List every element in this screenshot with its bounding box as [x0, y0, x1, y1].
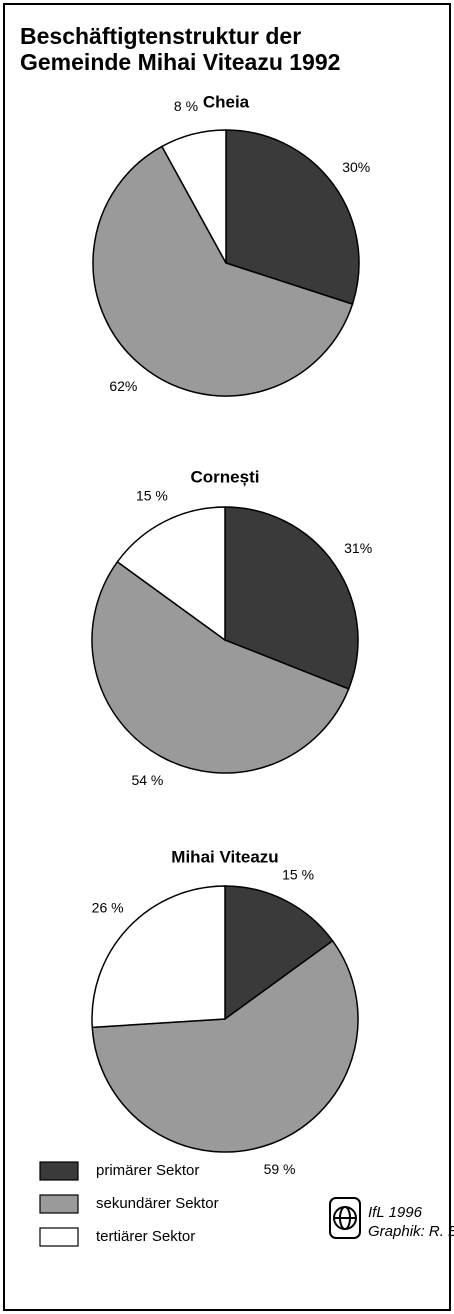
pie-slice — [160, 129, 227, 264]
pie-title: Cheia — [203, 92, 250, 111]
pie-title: Cornești — [191, 467, 260, 486]
value-label: 59 % — [264, 1161, 296, 1177]
pie-slice — [91, 939, 359, 1153]
pie-title: Mihai Viteazu — [171, 847, 278, 866]
value-label: 15 % — [136, 487, 168, 503]
credit: Graphik: R. Bräuer — [368, 1223, 454, 1240]
logo — [329, 1197, 361, 1239]
legend-swatch — [39, 1161, 79, 1181]
legend-label: primärer Sektor — [96, 1162, 199, 1179]
value-label: 54 % — [131, 772, 163, 788]
chart-title: Gemeinde Mihai Viteazu 1992 — [20, 49, 340, 75]
pie-slice — [225, 129, 360, 306]
value-label: 31% — [344, 540, 372, 556]
pie-slice — [116, 506, 226, 642]
pie-slice — [91, 560, 350, 774]
value-label: 62% — [109, 378, 137, 394]
value-label: 8 % — [174, 98, 198, 114]
value-label: 15 % — [282, 866, 314, 882]
value-label: 26 % — [92, 899, 124, 915]
chart-title: Beschäftigtenstruktur der — [20, 23, 301, 49]
legend-swatch — [39, 1227, 79, 1247]
pie-slice — [91, 885, 226, 1029]
pie-slice — [224, 885, 334, 1021]
legend-label: sekundärer Sektor — [96, 1195, 219, 1212]
value-label: 30% — [342, 159, 370, 175]
pie-slice — [224, 506, 359, 690]
pie-slice — [92, 145, 354, 397]
legend-label: tertiärer Sektor — [96, 1228, 195, 1245]
legend-swatch — [39, 1194, 79, 1214]
credit: IfL 1996 — [368, 1204, 423, 1221]
